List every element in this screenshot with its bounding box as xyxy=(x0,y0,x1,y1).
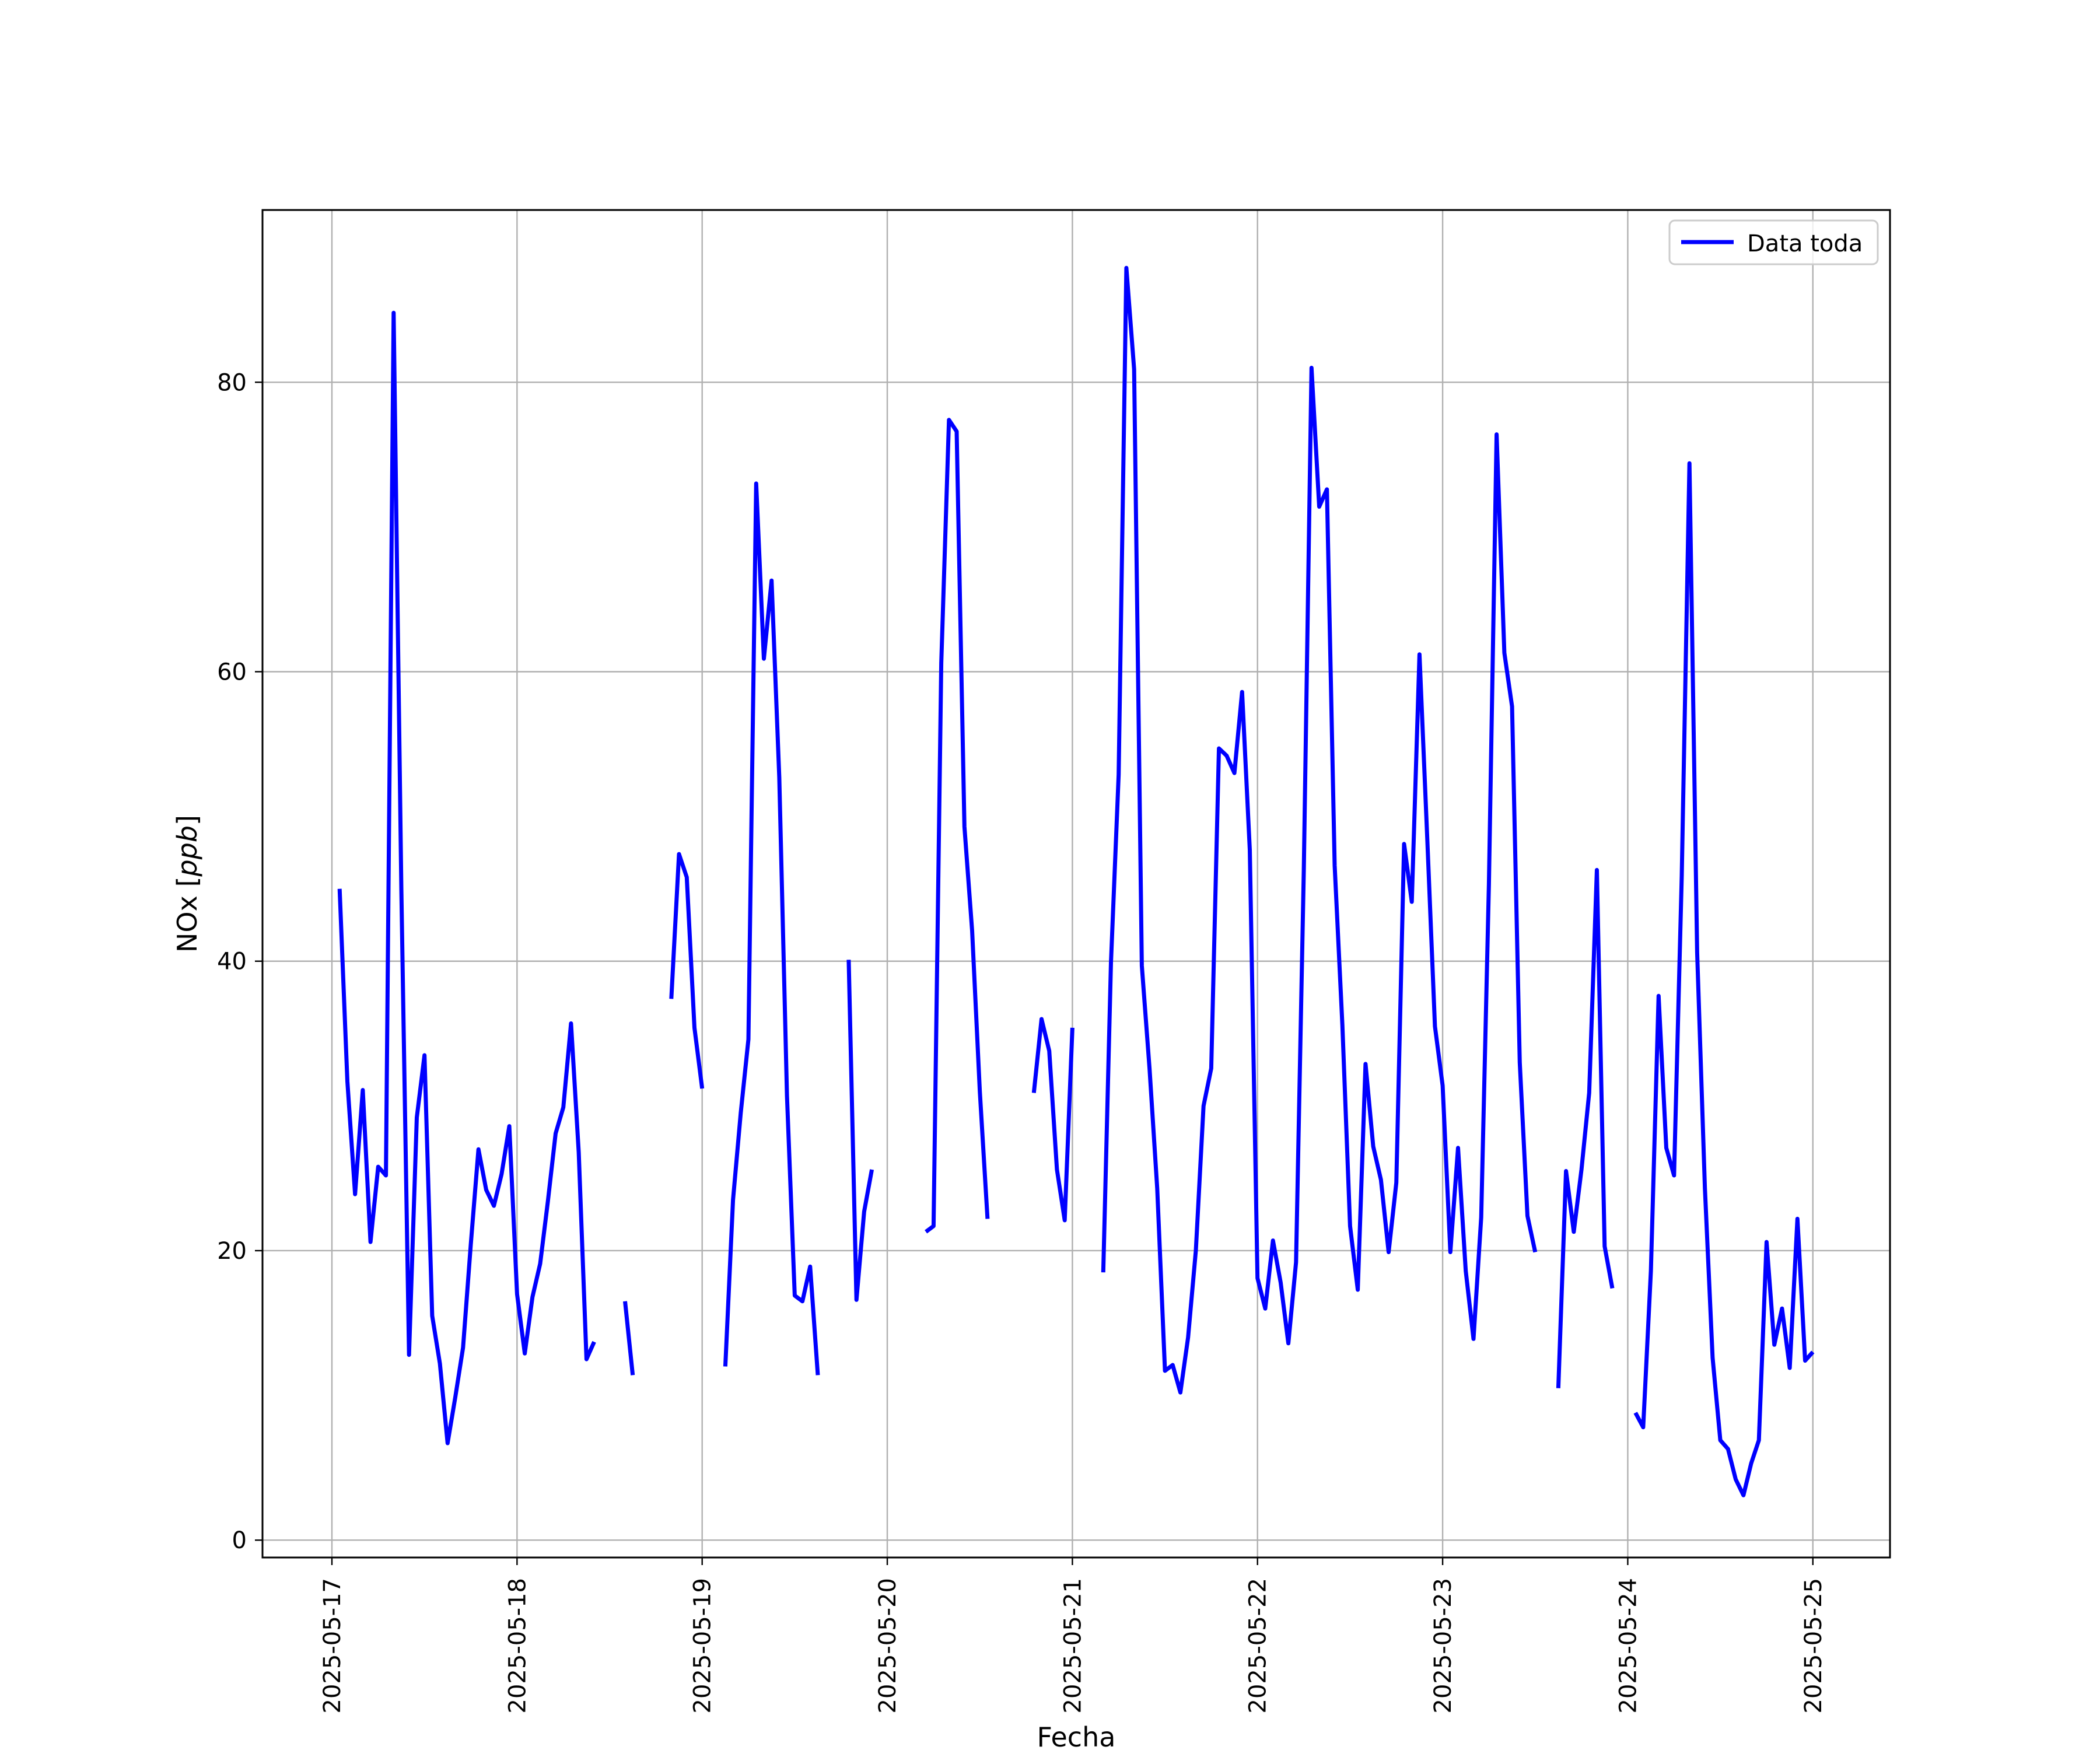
series-line-segment xyxy=(1556,867,1615,1388)
series-line-segment xyxy=(623,1301,635,1376)
x-tick-label: 2025-05-19 xyxy=(690,1578,716,1713)
x-tick-label: 2025-05-23 xyxy=(1430,1578,1457,1713)
series-line-segment xyxy=(337,310,596,1446)
series-line-segment xyxy=(846,960,874,1302)
legend: Data toda xyxy=(1668,219,1879,265)
x-tick-label: 2025-05-20 xyxy=(874,1578,901,1713)
x-tick-label: 2025-05-25 xyxy=(1800,1578,1827,1713)
y-axis-label: NOx [ppb] xyxy=(172,815,203,953)
grid xyxy=(262,210,1890,1558)
x-tick-label: 2025-05-22 xyxy=(1245,1578,1272,1713)
series-line-segment xyxy=(1633,461,1815,1497)
y-tick-label: 20 xyxy=(217,1238,247,1265)
data-line xyxy=(337,265,1815,1497)
y-tick-label: 80 xyxy=(217,369,247,396)
series-line-segment xyxy=(1031,1017,1074,1223)
legend-box xyxy=(1668,219,1879,265)
x-tick-label: 2025-05-21 xyxy=(1059,1578,1086,1713)
y-axis-ticks: 0 20 40 60 80 xyxy=(217,369,262,1554)
legend-label: Data toda xyxy=(1747,230,1863,257)
y-tick-label: 60 xyxy=(217,659,247,686)
series-line-segment xyxy=(723,481,820,1376)
series-line-segment xyxy=(925,418,990,1234)
series-line-segment xyxy=(1101,265,1538,1395)
x-tick-label: 2025-05-17 xyxy=(319,1578,346,1713)
x-axis-ticks: 2025-05-17 2025-05-18 2025-05-19 2025-05-20… xyxy=(319,1558,1827,1713)
series-line-segment xyxy=(669,852,705,1089)
y-tick-label: 40 xyxy=(217,949,247,975)
x-axis-label: Fecha xyxy=(1037,1721,1116,1750)
x-tick-label: 2025-05-18 xyxy=(504,1578,531,1713)
y-tick-label: 0 xyxy=(232,1527,247,1554)
plot-frame xyxy=(261,209,1891,1559)
x-tick-label: 2025-05-24 xyxy=(1615,1578,1642,1713)
